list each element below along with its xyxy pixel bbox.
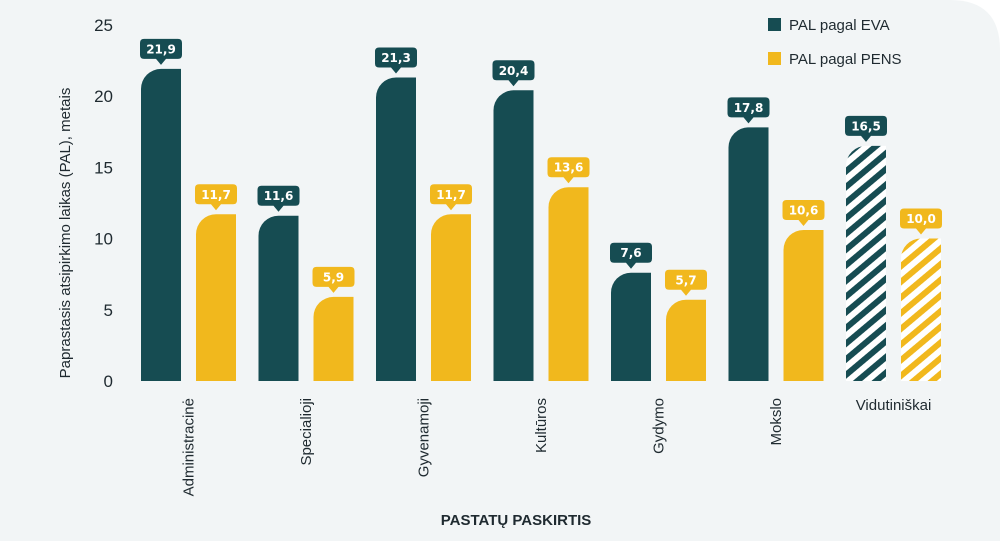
value-label-bubble (665, 269, 707, 296)
y-tick-label: 0 (104, 372, 113, 391)
value-label: 17,8 (734, 101, 764, 115)
value-label: 5,7 (675, 273, 696, 287)
legend-swatch (768, 18, 781, 31)
value-label: 11,6 (264, 189, 294, 203)
y-tick-label: 5 (104, 301, 113, 320)
value-label: 10,0 (906, 212, 936, 226)
value-label: 5,9 (323, 270, 344, 284)
category-label: Specialioji (298, 398, 315, 466)
bar-pens (666, 299, 706, 381)
value-label: 16,5 (851, 119, 881, 133)
value-label-bubble (547, 157, 590, 184)
category-label: Vidutiniškai (856, 397, 932, 414)
x-axis-title: PASTATŲ PASKIRTIS (441, 512, 592, 529)
legend-label: PAL pagal EVA (789, 17, 890, 34)
value-label: 11,7 (201, 188, 231, 202)
value-label: 20,4 (499, 64, 529, 78)
value-label-bubble (312, 266, 355, 293)
category-label: Mokslo (768, 398, 785, 446)
category-label: Gyvenamoji (416, 398, 433, 477)
bar-pens (196, 214, 236, 381)
bar-eva (376, 77, 416, 381)
value-label: 7,6 (620, 246, 641, 260)
value-label-bubble (610, 242, 652, 269)
value-label-bubble (900, 208, 942, 235)
legend: PAL pagal EVA PAL pagal PENS (768, 17, 902, 68)
value-label-bubble (195, 184, 237, 211)
value-label: 10,6 (789, 203, 819, 217)
value-label-bubble (492, 60, 535, 87)
bar-eva (493, 90, 534, 382)
value-label: 13,6 (554, 161, 584, 175)
value-label-bubble (140, 38, 182, 65)
bar-pens (431, 214, 471, 381)
value-label-bubble (375, 47, 417, 74)
bar-eva (258, 215, 299, 381)
value-label: 11,7 (436, 188, 466, 202)
bars-layer: 21,9 11,7 11,6 5,9 21,3 11,7 20,4 13,6 7,6 5,7 17,… (140, 38, 942, 382)
category-label: Kultūros (533, 398, 550, 453)
value-label: 21,9 (146, 42, 176, 56)
bar-pens (783, 229, 824, 381)
value-label-bubble (430, 184, 472, 211)
value-label-bubble (782, 199, 825, 226)
y-tick-label: 20 (94, 87, 113, 106)
y-axis: 0 5 10 15 20 25 (94, 16, 113, 391)
bar-eva (141, 68, 181, 382)
bar-pens (313, 296, 354, 381)
y-axis-title: Paprastasis atsipirkimo laikas (PAL), me… (57, 88, 74, 379)
x-axis: Administracinė Specialioji Gyvenamoji Kultū… (181, 397, 932, 496)
y-tick-label: 15 (94, 158, 113, 177)
bar-eva (846, 145, 886, 381)
category-label: Administracinė (181, 398, 198, 496)
category-label: Gydymo (651, 398, 668, 454)
value-label-bubble (727, 97, 770, 124)
value-label-bubble (257, 185, 300, 212)
y-tick-label: 10 (94, 230, 113, 249)
bar-pens (901, 238, 941, 381)
bar-pens (548, 187, 589, 381)
value-label-bubble (845, 115, 887, 142)
y-tick-label: 25 (94, 16, 113, 35)
bar-eva (728, 127, 769, 381)
value-label: 21,3 (381, 51, 411, 65)
legend-swatch (768, 52, 781, 65)
legend-label: PAL pagal PENS (789, 51, 902, 68)
bar-eva (611, 272, 651, 381)
